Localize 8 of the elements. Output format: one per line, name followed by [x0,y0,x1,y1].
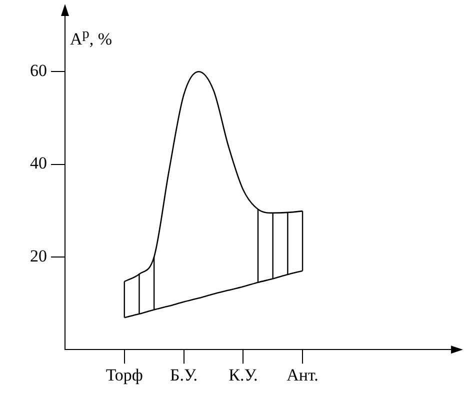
y-tick-label: 40 [30,154,47,173]
y-tick-label: 60 [30,61,47,80]
x-tick-label: Б.У. [170,365,198,384]
x-tick-label: Ант. [286,365,318,384]
y-axis-title: A$^{р}$, % [70,26,112,50]
y-tick-label: 20 [30,246,47,266]
x-tick-label: Торф [106,365,143,384]
x-tick-label: К.У. [228,365,258,384]
